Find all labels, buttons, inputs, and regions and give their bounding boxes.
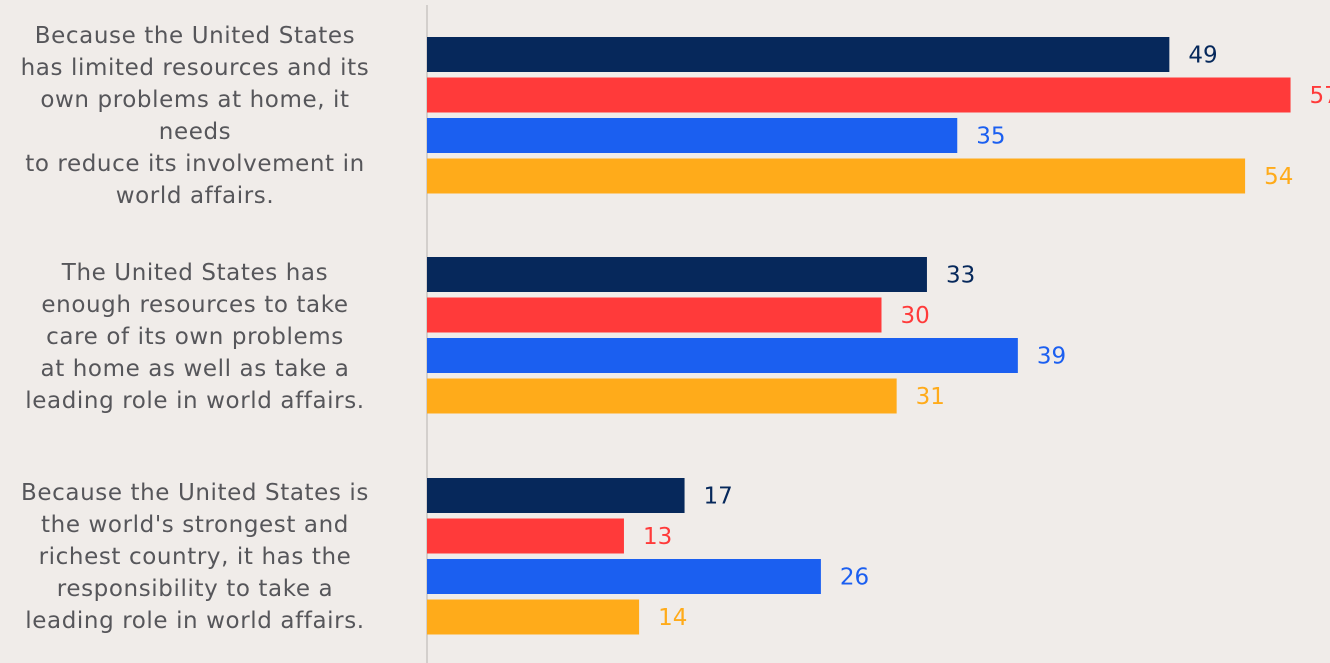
value-label: 39 [1037, 344, 1066, 370]
value-label: 31 [916, 384, 945, 410]
bar [427, 378, 897, 414]
value-label: 17 [704, 484, 733, 510]
value-label: 26 [840, 565, 869, 591]
value-label: 54 [1264, 164, 1293, 190]
category-label: Because the United States is [21, 480, 369, 506]
bar [427, 158, 1246, 194]
category-label: leading role in world affairs. [25, 608, 364, 634]
bar [427, 599, 640, 635]
bar [427, 297, 882, 333]
category-label: Because the United States [35, 23, 356, 49]
bar [427, 559, 821, 594]
bar [427, 257, 927, 292]
bar [427, 338, 1018, 373]
category-label: world affairs. [116, 183, 275, 209]
value-label: 49 [1188, 43, 1217, 69]
category-label: to reduce its involvement in [25, 151, 365, 177]
bar [427, 518, 624, 554]
category-label: at home as well as take a [41, 356, 350, 382]
category-label: care of its own problems [46, 324, 344, 350]
category-label: the world's strongest and [41, 512, 349, 538]
category-label: enough resources to take [41, 292, 348, 318]
value-label: 30 [901, 303, 930, 329]
bar [427, 77, 1291, 113]
category-label: responsibility to take a [57, 576, 333, 602]
bar [427, 37, 1170, 72]
category-label: richest country, it has the [39, 544, 352, 570]
category-label: The United States has [61, 260, 328, 286]
value-label: 14 [658, 605, 687, 631]
value-label: 35 [976, 124, 1005, 150]
value-label: 13 [643, 524, 672, 550]
category-label: leading role in world affairs. [25, 388, 364, 414]
value-label: 33 [946, 263, 975, 289]
category-label: needs [159, 119, 231, 145]
value-label: 57 [1310, 83, 1330, 109]
bar [427, 118, 958, 153]
category-label: has limited resources and its [21, 55, 370, 81]
category-label: own problems at home, it [40, 87, 349, 113]
bar [427, 478, 685, 513]
